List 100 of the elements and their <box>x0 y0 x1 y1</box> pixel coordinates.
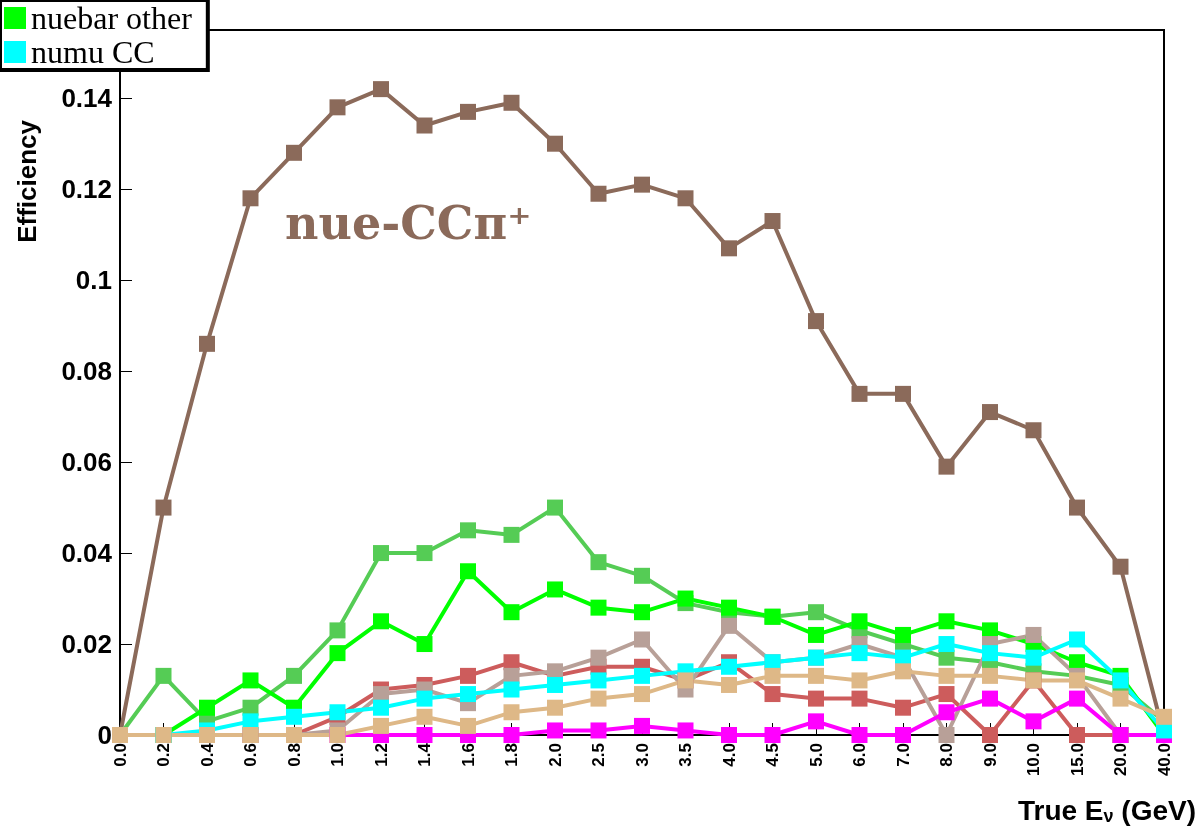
point <box>895 626 911 643</box>
point <box>808 690 824 707</box>
point <box>721 727 737 743</box>
point <box>1112 558 1129 575</box>
point <box>982 645 998 662</box>
point <box>895 663 911 680</box>
point <box>590 185 607 202</box>
point <box>851 727 868 743</box>
point <box>851 613 868 630</box>
point <box>329 99 346 116</box>
point <box>938 727 955 743</box>
x-tick-label: 2.0 <box>545 743 565 767</box>
x-tick-label: 6.0 <box>850 743 869 767</box>
point <box>938 667 955 684</box>
legend-label: nuebar other <box>31 0 193 36</box>
x-tick-label: 15.0 <box>1067 743 1087 777</box>
x-tick-label: 1.0 <box>328 743 347 767</box>
annotation: nue-CCπ⁺ <box>285 196 532 250</box>
point <box>851 690 868 707</box>
x-tick-label: 9.0 <box>980 743 1000 767</box>
point <box>1069 631 1085 648</box>
point <box>373 613 389 630</box>
point <box>808 626 824 643</box>
point <box>286 708 302 725</box>
point <box>851 672 868 689</box>
point <box>634 604 650 621</box>
point <box>155 499 172 516</box>
point <box>982 667 998 684</box>
point <box>286 144 302 161</box>
x-tick-label: 4.5 <box>763 743 782 767</box>
point <box>851 385 868 402</box>
x-tick-label: 0.2 <box>154 743 173 767</box>
point <box>547 722 563 739</box>
x-tick-label: 7.0 <box>893 743 913 767</box>
point <box>1069 690 1085 707</box>
point <box>634 686 650 703</box>
point <box>808 667 824 684</box>
point <box>677 590 694 607</box>
x-tick-label: 1.2 <box>371 743 391 767</box>
point <box>329 622 346 639</box>
point <box>503 704 520 721</box>
point <box>242 672 259 689</box>
point <box>721 658 737 675</box>
y-tick-label: 0.1 <box>75 265 112 296</box>
y-tick-label: 0.04 <box>61 538 113 569</box>
point <box>1025 649 1042 666</box>
point <box>416 545 433 562</box>
point <box>1025 626 1042 643</box>
x-tick-label: 40.0 <box>1154 743 1174 777</box>
point <box>938 613 955 630</box>
x-tick-label: 5.0 <box>806 743 826 767</box>
point <box>895 727 911 743</box>
point <box>1025 713 1042 730</box>
point <box>547 135 563 152</box>
point <box>634 667 650 684</box>
point <box>938 636 955 653</box>
x-tick-label: 0.8 <box>284 743 304 767</box>
point <box>547 581 563 598</box>
point <box>634 717 650 734</box>
point <box>851 645 868 662</box>
point <box>721 240 737 257</box>
x-tick-label: 0.4 <box>197 742 217 767</box>
point <box>460 686 476 703</box>
point <box>329 704 346 721</box>
point <box>938 704 955 721</box>
point <box>373 81 389 98</box>
point <box>373 699 389 716</box>
point <box>590 554 607 571</box>
point <box>808 313 824 330</box>
point <box>199 335 215 352</box>
x-tick-label: 4.0 <box>719 743 739 767</box>
point <box>895 699 911 716</box>
x-tick-label: 0.0 <box>110 743 130 767</box>
point <box>460 103 476 120</box>
point <box>460 563 476 580</box>
point <box>373 717 389 734</box>
point <box>547 499 563 516</box>
point <box>329 645 346 662</box>
point <box>1025 422 1042 439</box>
point <box>634 567 650 584</box>
point <box>1156 708 1172 725</box>
x-tick-label: 2.5 <box>589 743 608 767</box>
point <box>416 690 433 707</box>
point <box>503 727 520 743</box>
point <box>764 727 781 743</box>
x-tick-label: 10.0 <box>1024 743 1043 777</box>
point <box>721 599 737 616</box>
point <box>764 213 781 230</box>
point <box>634 176 650 193</box>
point <box>547 676 563 693</box>
point <box>808 713 824 730</box>
point <box>764 667 781 684</box>
point <box>503 94 520 111</box>
point <box>721 676 737 693</box>
point <box>938 458 955 475</box>
legend-label: numu CC <box>31 34 155 70</box>
point <box>895 385 911 402</box>
point <box>416 117 433 134</box>
point <box>460 717 476 734</box>
point <box>938 686 955 703</box>
